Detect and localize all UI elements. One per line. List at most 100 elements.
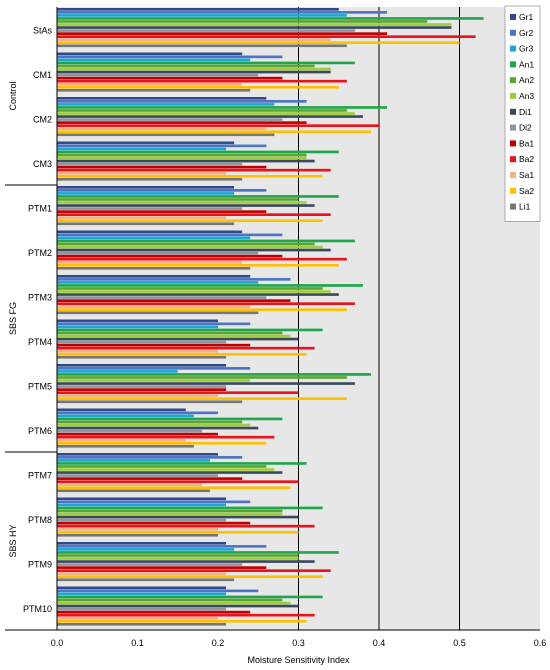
bar-ptm10-an2 <box>57 598 283 602</box>
bar-cm3-gr3 <box>57 147 227 151</box>
bar-ptm6-di1 <box>57 426 259 430</box>
bar-ptm3-gr2 <box>57 278 291 281</box>
bar-ptm3-an3 <box>57 290 331 293</box>
bar-ptm1-ba1 <box>57 210 267 213</box>
bar-ptm6-an1 <box>57 417 283 421</box>
bar-cm3-di1 <box>57 159 315 163</box>
bar-ptm6-ba2 <box>57 435 275 439</box>
bar-cm1-sa1 <box>57 82 243 86</box>
bar-ptm6-an2 <box>57 420 243 424</box>
category-label: PTM1 <box>28 203 52 213</box>
bar-ptm3-an1 <box>57 284 363 287</box>
legend-item-an3: An3 <box>510 91 534 101</box>
bar-ptm4-gr1 <box>57 319 218 323</box>
category-label: PTM4 <box>28 337 52 347</box>
legend-item-ba1: Ba1 <box>510 138 534 148</box>
bar-ptm2-an3 <box>57 245 323 249</box>
bar-ptm8-sa2 <box>57 530 299 534</box>
bar-ptm10-sa2 <box>57 619 307 623</box>
bar-ptm8-an1 <box>57 506 323 510</box>
bar-ptm3-sa2 <box>57 308 347 312</box>
bar-ptm4-di2 <box>57 340 227 344</box>
category-label: CM1 <box>33 70 52 80</box>
bar-cm3-an3 <box>57 156 307 160</box>
bar-ptm3-di1 <box>57 293 339 296</box>
bar-ptm7-ba1 <box>57 477 243 480</box>
axes <box>5 7 540 631</box>
category-label: PTM8 <box>28 515 52 525</box>
legend-swatch <box>510 140 516 147</box>
x-tick-label: 0.0 <box>51 638 64 648</box>
bar-ptm1-ba2 <box>57 213 331 216</box>
bar-stas-ba1 <box>57 32 388 35</box>
category-stas <box>57 8 484 48</box>
bar-ptm7-ba2 <box>57 480 299 483</box>
bar-cm1-ba2 <box>57 79 347 83</box>
bar-ptm8-di2 <box>57 518 227 522</box>
category-ptm6 <box>57 408 283 448</box>
bar-cm3-ba2 <box>57 168 331 172</box>
legend-swatch <box>510 203 516 210</box>
bar-stas-sa2 <box>57 41 460 45</box>
bar-stas-an1 <box>57 17 484 20</box>
bar-cm2-ba1 <box>57 121 307 124</box>
bar-ptm6-gr2 <box>57 411 218 415</box>
legend-item-ba2: Ba2 <box>510 154 534 164</box>
bar-ptm5-sa1 <box>57 394 218 398</box>
legend-swatch <box>510 61 516 68</box>
bar-ptm2-an1 <box>57 239 355 243</box>
bar-ptm9-ba1 <box>57 566 267 569</box>
bar-ptm9-li1 <box>57 578 235 582</box>
bar-ptm7-an2 <box>57 465 267 468</box>
bar-ptm9-an1 <box>57 551 339 554</box>
legend-swatch <box>510 45 516 52</box>
bar-ptm9-ba2 <box>57 569 331 572</box>
bar-ptm7-sa2 <box>57 486 291 490</box>
bar-ptm1-sa1 <box>57 216 227 220</box>
category-ptm3 <box>57 275 363 315</box>
legend-label: An2 <box>519 75 534 85</box>
bar-ptm5-gr2 <box>57 367 251 370</box>
legend-label: Gr1 <box>519 12 533 22</box>
category-ptm10 <box>57 586 323 626</box>
bar-ptm6-di2 <box>57 429 202 433</box>
legend-label: An1 <box>519 59 534 69</box>
legend-item-gr1: Gr1 <box>510 12 533 22</box>
bar-ptm9-sa2 <box>57 575 323 579</box>
bar-ptm6-li1 <box>57 444 194 448</box>
bar-cm2-ba2 <box>57 124 379 127</box>
bar-ptm4-sa1 <box>57 349 218 353</box>
bar-ptm1-gr1 <box>57 186 235 189</box>
bar-ptm5-an1 <box>57 373 371 376</box>
legend-swatch <box>510 108 516 115</box>
bar-ptm2-an2 <box>57 242 315 246</box>
bar-ptm3-di2 <box>57 296 267 299</box>
bar-ptm9-gr2 <box>57 545 267 548</box>
bar-cm3-sa1 <box>57 171 227 175</box>
bar-ptm10-gr3 <box>57 592 227 596</box>
group-label-control: Control <box>8 81 18 110</box>
legend-swatch <box>510 93 516 99</box>
category-ptm1 <box>57 186 339 226</box>
bar-ptm10-sa1 <box>57 616 218 620</box>
bar-cm1-gr3 <box>57 58 251 62</box>
bar-cm3-li1 <box>57 177 243 181</box>
bar-cm2-an1 <box>57 106 388 109</box>
x-tick-labels: 0.0 0.1 0.2 0.3 0.4 0.5 0.6 <box>51 638 547 648</box>
bar-ptm1-gr2 <box>57 189 267 192</box>
bar-cm3-ba1 <box>57 165 267 169</box>
bar-ptm4-gr3 <box>57 325 218 329</box>
legend-label: Gr3 <box>519 44 533 54</box>
legend-swatch <box>510 77 516 84</box>
bar-ptm2-gr2 <box>57 233 283 237</box>
bar-ptm2-gr3 <box>57 236 251 240</box>
bar-stas-gr1 <box>57 8 339 11</box>
bar-cm1-di2 <box>57 73 259 77</box>
bar-ptm3-sa1 <box>57 305 251 309</box>
bar-cm2-gr3 <box>57 103 275 106</box>
bar-ptm10-ba2 <box>57 613 315 617</box>
bar-ptm6-an3 <box>57 423 251 427</box>
bar-cm2-li1 <box>57 133 275 137</box>
legend-swatch <box>510 124 516 131</box>
